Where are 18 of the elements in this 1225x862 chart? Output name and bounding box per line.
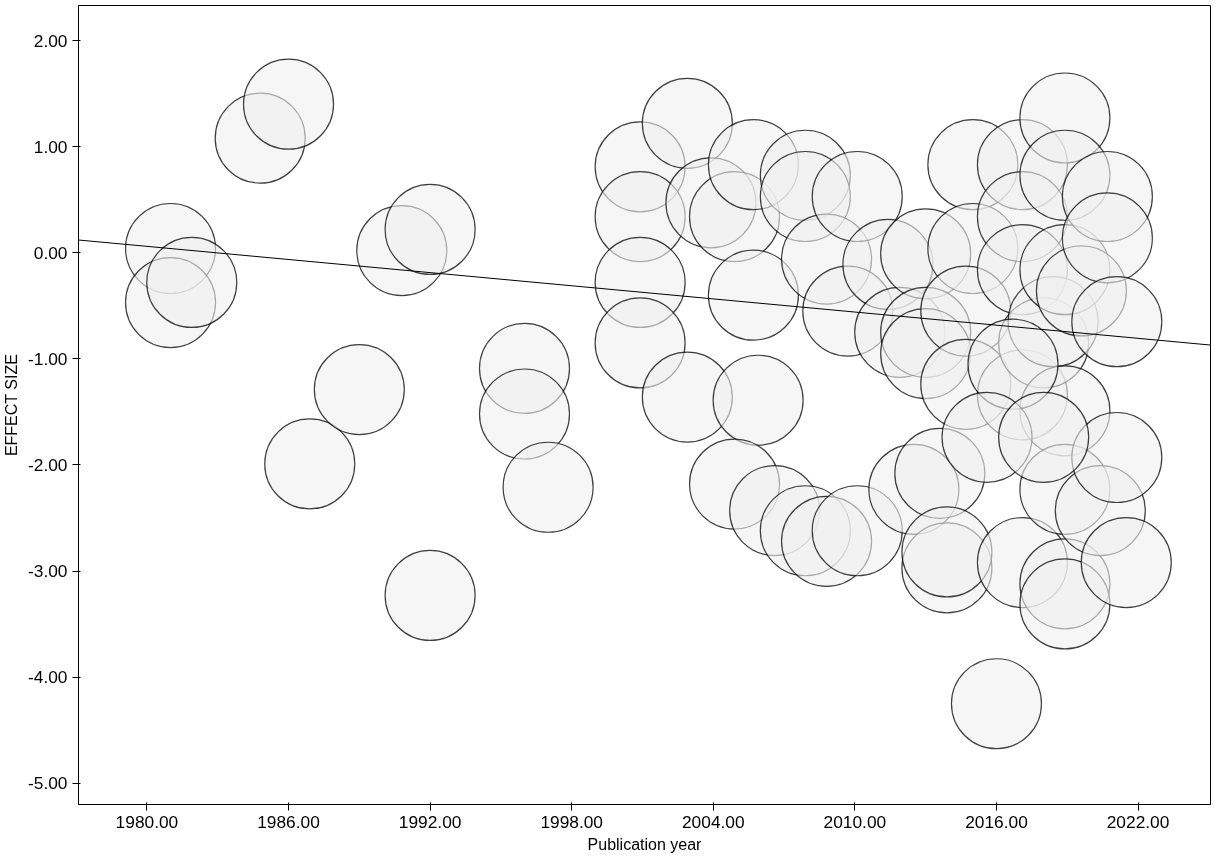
y-tick-label: -2.00 <box>28 454 68 475</box>
y-tick-label: -1.00 <box>28 348 68 369</box>
x-tick-label: 2022.00 <box>1106 811 1170 832</box>
x-tick-label: 1998.00 <box>540 811 604 832</box>
x-tick-label: 1980.00 <box>115 811 179 832</box>
x-tick-label: 2016.00 <box>965 811 1028 832</box>
x-tick-label: 1992.00 <box>398 811 462 832</box>
y-tick-label: 2.00 <box>33 30 68 51</box>
y-tick-label: -3.00 <box>28 561 68 582</box>
x-tick-label: 1986.00 <box>257 811 320 832</box>
y-tick-label: 1.00 <box>33 136 68 157</box>
y-tick-label: 0.00 <box>33 242 68 263</box>
y-axis-title: EFFECT SIZE <box>3 354 20 457</box>
y-tick-label: -5.00 <box>28 773 68 794</box>
y-tick-label: -4.00 <box>28 667 68 688</box>
x-tick-label: 2010.00 <box>823 811 887 832</box>
x-tick-label: 2004.00 <box>681 811 745 832</box>
x-axis-title: Publication year <box>587 835 703 853</box>
